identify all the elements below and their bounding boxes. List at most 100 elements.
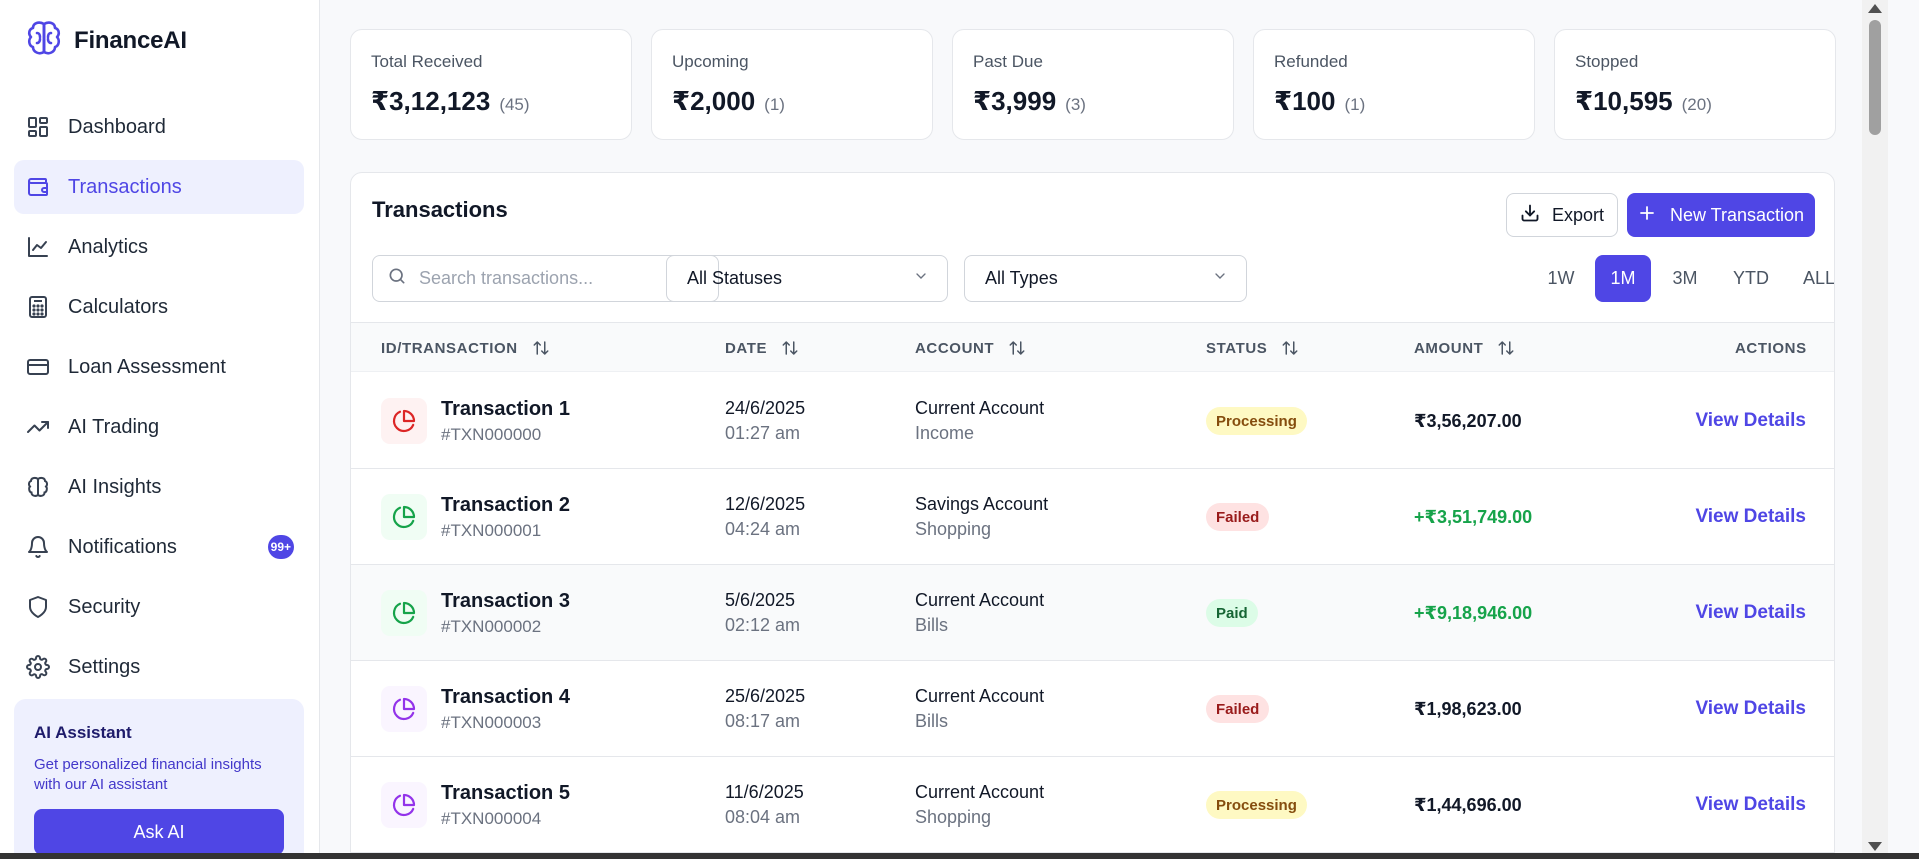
transaction-name: Transaction 4 (441, 685, 570, 708)
sidebar-item-notifications[interactable]: Notifications 99+ (14, 520, 304, 574)
sidebar-item-label: Analytics (68, 235, 149, 258)
sidebar: FinanceAI Dashboard Transactions Analyti… (0, 0, 320, 859)
brain-icon (26, 475, 50, 499)
table-row[interactable]: Transaction 2 #TXN000001 12/6/2025 04:24 am… (351, 469, 1834, 565)
summary-card-label: Total Received (371, 52, 483, 71)
line-chart-icon (26, 235, 50, 259)
trending-up-icon (26, 415, 50, 439)
status-badge: Paid (1206, 599, 1258, 627)
sidebar-item-transactions[interactable]: Transactions (14, 160, 304, 214)
scroll-down-arrow[interactable] (1868, 842, 1882, 851)
sidebar-item-label: AI Trading (68, 415, 160, 438)
page-scrollbar[interactable] (1862, 0, 1888, 859)
sort-icon[interactable] (781, 339, 799, 357)
column-header-id: ID/TRANSACTION (381, 323, 550, 373)
summary-card-amount: ₹10,595 (1575, 86, 1673, 116)
table-row[interactable]: Transaction 1 #TXN000000 24/6/2025 01:27 am… (351, 373, 1834, 469)
sidebar-item-label: Loan Assessment (68, 355, 226, 378)
date-cell: 11/6/2025 08:04 am (725, 757, 804, 853)
ai-assistant-card: AI Assistant Get personalized financial … (14, 699, 304, 859)
amount-cell: +₹9,18,946.00 (1414, 565, 1532, 661)
summary-card-label: Stopped (1575, 52, 1639, 71)
summary-card-label: Refunded (1274, 52, 1348, 71)
transaction-cell: Transaction 1 #TXN000000 (441, 373, 570, 469)
new-transaction-label: New Transaction (1669, 204, 1805, 225)
sort-icon[interactable] (1281, 339, 1299, 357)
column-header-account: ACCOUNT (915, 323, 1026, 373)
sidebar-item-security[interactable]: Security (14, 580, 304, 634)
sort-icon[interactable] (532, 339, 550, 357)
transactions-panel: Transactions Export New Transaction All … (350, 172, 1835, 859)
column-header-label: ID/TRANSACTION (381, 339, 518, 357)
pie-chart-icon (381, 590, 427, 636)
sort-icon[interactable] (1497, 339, 1515, 357)
transaction-time: 04:24 am (725, 519, 801, 539)
type-filter-select[interactable]: All Types (964, 255, 1247, 302)
export-label: Export (1551, 204, 1605, 225)
transaction-name: Transaction 5 (441, 781, 570, 804)
sidebar-item-ai-trading[interactable]: AI Trading (14, 400, 304, 454)
account-cell: Current Account Bills (915, 661, 1044, 757)
range-1w-button[interactable]: 1W (1547, 268, 1575, 288)
amount-cell: ₹1,44,696.00 (1414, 757, 1522, 853)
transaction-category: Bills (915, 711, 949, 731)
range-1m-button[interactable]: 1M (1595, 255, 1651, 302)
status-cell: Processing (1206, 373, 1307, 469)
summary-card-count: (45) (499, 95, 530, 114)
date-cell: 5/6/2025 02:12 am (725, 565, 800, 661)
account-cell: Current Account Income (915, 373, 1044, 469)
brain-logo-icon (24, 18, 64, 63)
export-button[interactable]: Export (1506, 193, 1618, 237)
sidebar-item-ai-insights[interactable]: AI Insights (14, 460, 304, 514)
sidebar-item-settings[interactable]: Settings (14, 640, 304, 694)
table-row[interactable]: Transaction 3 #TXN000002 5/6/2025 02:12 am C… (351, 565, 1834, 661)
plus-icon (1638, 204, 1656, 227)
column-header-actions: ACTIONS (1735, 323, 1807, 373)
view-details-link[interactable]: View Details (1695, 698, 1806, 719)
account-name: Current Account (915, 782, 1045, 802)
sidebar-item-label: Transactions (68, 175, 182, 198)
transaction-name: Transaction 1 (441, 397, 570, 420)
summary-card-label: Upcoming (672, 52, 749, 71)
status-filter-select[interactable]: All Statuses (666, 255, 948, 302)
bell-icon (26, 535, 50, 559)
account-cell: Savings Account Shopping (915, 469, 1048, 565)
transaction-amount: +₹3,51,749.00 (1414, 506, 1533, 527)
brand[interactable]: FinanceAI (24, 18, 187, 63)
type-filter-value: All Types (985, 268, 1058, 288)
sidebar-item-loan-assessment[interactable]: Loan Assessment (14, 340, 304, 394)
view-details-link[interactable]: View Details (1695, 602, 1806, 623)
range-3m-button[interactable]: 3M (1672, 268, 1698, 288)
status-cell: Failed (1206, 661, 1270, 757)
table-row[interactable]: Transaction 4 #TXN000003 25/6/2025 08:17 am… (351, 661, 1834, 757)
sort-icon[interactable] (1008, 339, 1026, 357)
amount-cell: ₹1,98,623.00 (1414, 661, 1522, 757)
search-input[interactable] (419, 268, 709, 289)
ask-ai-button[interactable]: Ask AI (34, 809, 284, 855)
range-ytd-button[interactable]: YTD (1733, 268, 1769, 288)
summary-card-amount: ₹3,12,123 (371, 86, 491, 116)
download-icon (1520, 203, 1540, 228)
transaction-time: 08:17 am (725, 711, 801, 731)
sidebar-item-label: Settings (68, 655, 141, 678)
scroll-up-arrow[interactable] (1868, 4, 1882, 13)
scrollbar-thumb[interactable] (1869, 20, 1881, 135)
sidebar-item-analytics[interactable]: Analytics (14, 220, 304, 274)
view-details-link[interactable]: View Details (1695, 506, 1806, 527)
range-all-button[interactable]: ALL (1803, 268, 1835, 288)
sidebar-item-label: Calculators (68, 295, 169, 318)
summary-card-count: (20) (1681, 95, 1712, 114)
view-details-link[interactable]: View Details (1695, 794, 1806, 815)
panel-title: Transactions (372, 197, 508, 222)
sidebar-item-calculators[interactable]: Calculators (14, 280, 304, 334)
pie-chart-icon (381, 494, 427, 540)
sidebar-item-dashboard[interactable]: Dashboard (14, 100, 304, 154)
new-transaction-button[interactable]: New Transaction (1627, 193, 1815, 237)
pie-chart-icon (381, 398, 427, 444)
status-badge: Failed (1206, 695, 1270, 723)
status-badge: Failed (1206, 503, 1270, 531)
table-row[interactable]: Transaction 5 #TXN000004 11/6/2025 08:04 am… (351, 757, 1834, 853)
view-details-link[interactable]: View Details (1695, 410, 1806, 431)
column-header-label: DATE (725, 339, 768, 357)
table-header: ID/TRANSACTION DATE ACCOUNT STATUS AMOUN… (351, 322, 1834, 373)
